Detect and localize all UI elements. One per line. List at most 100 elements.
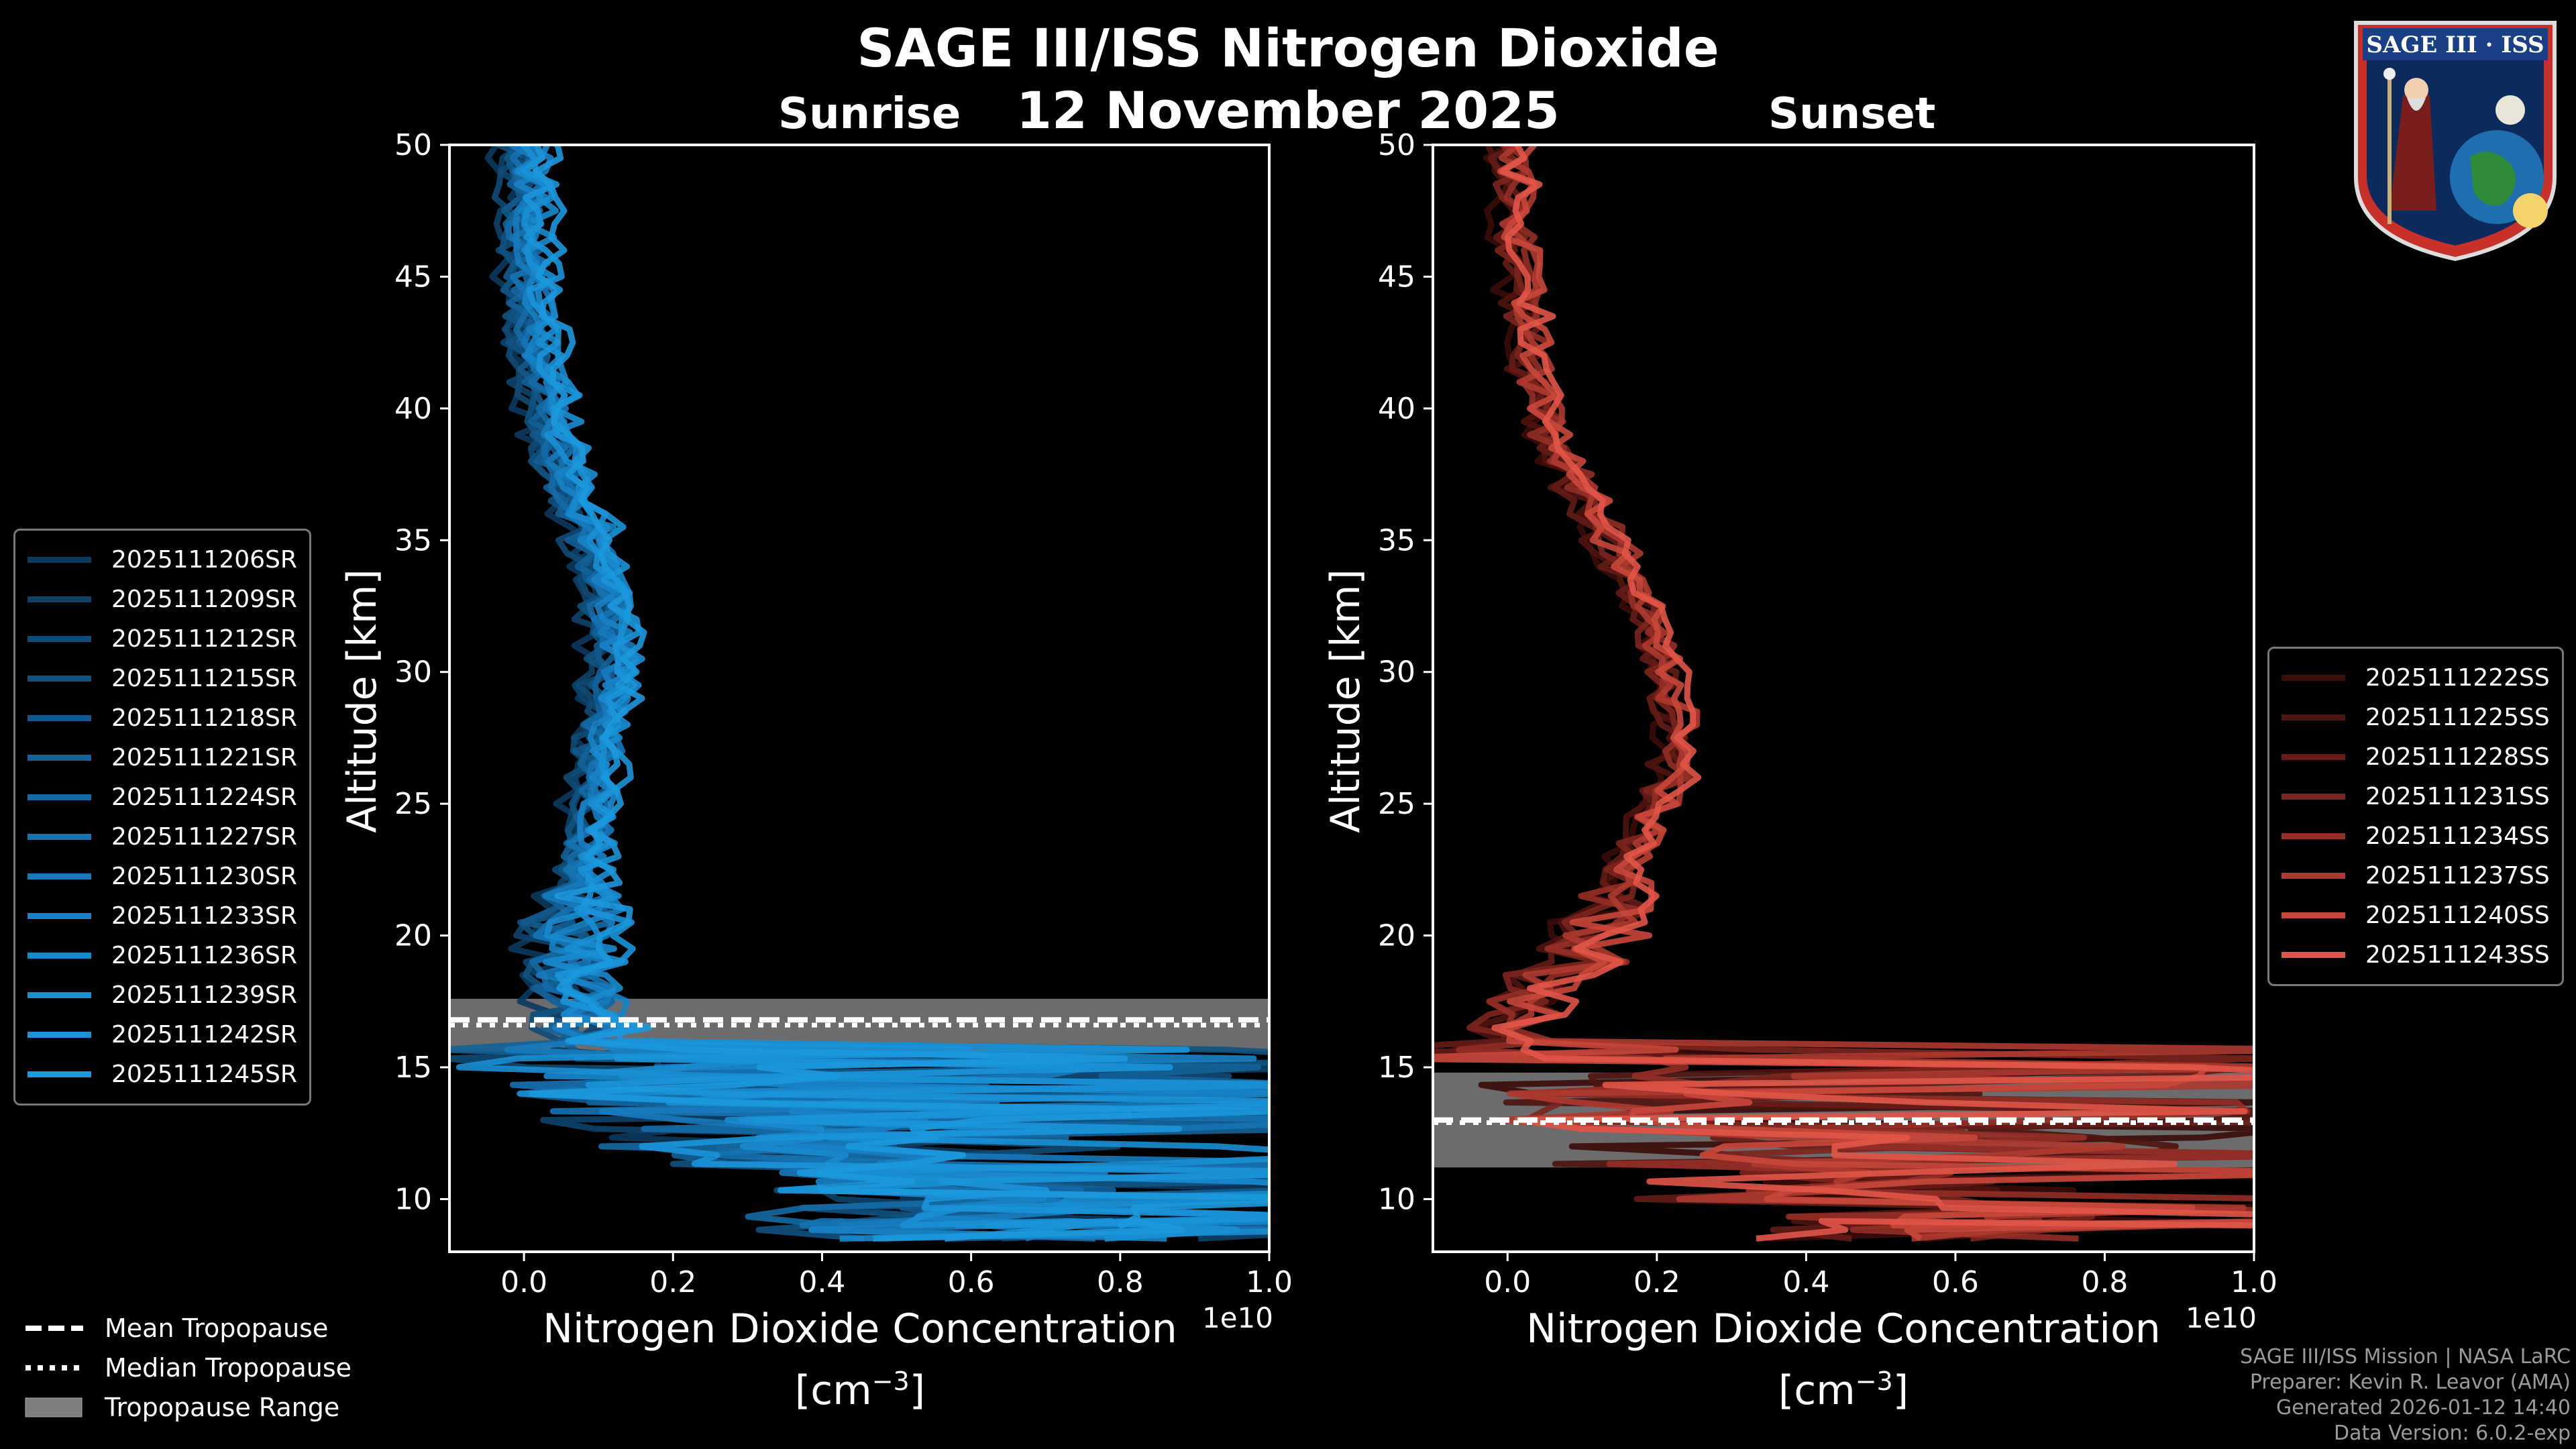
legend-swatch: [28, 1071, 91, 1077]
legend-label: 2025111230SR: [111, 863, 297, 890]
figure-date: 12 November 2025: [1016, 80, 1560, 140]
legend-entry: 2025111224SR: [28, 777, 297, 817]
y-tick-label: 35: [1378, 523, 1415, 557]
x-tick-label: 0.2: [1633, 1265, 1680, 1299]
axes-frame: [448, 144, 1271, 1253]
legend-label: 2025111234SS: [2365, 822, 2550, 850]
x-tick-label: 0.4: [798, 1265, 845, 1299]
y-tick-label: 25: [394, 787, 432, 821]
legend-entry: 2025111245SR: [28, 1055, 297, 1094]
legend-swatch: [2282, 912, 2345, 918]
legend-entry: 2025111221SR: [28, 738, 297, 777]
legend-entry: 2025111228SS: [2282, 737, 2550, 777]
x-tick-label: 0.6: [1932, 1265, 1979, 1299]
legend-swatch: [28, 636, 91, 642]
dashed-line-icon: [25, 1325, 83, 1331]
sunrise-legend: 2025111206SR 2025111209SR 2025111212SR 2025…: [13, 529, 311, 1106]
legend-swatch: [28, 953, 91, 959]
sunset-x-offset: 1e10: [2186, 1301, 2257, 1334]
sage-iii-iss-logo: SAGE III · ISS: [2354, 21, 2557, 262]
legend-swatch: [28, 1032, 91, 1038]
y-tick-label: 15: [1378, 1051, 1415, 1085]
y-tick-label: 15: [394, 1051, 432, 1085]
x-tick-label: 0.2: [649, 1265, 696, 1299]
legend-swatch: [28, 676, 91, 682]
legend-swatch: [28, 755, 91, 761]
legend-swatch: [2282, 714, 2345, 720]
sunrise-xlabel: Nitrogen Dioxide Concentration [cm−3]: [543, 1305, 1177, 1414]
x-tick-label: 0.6: [948, 1265, 995, 1299]
plot-area: [1433, 145, 2254, 1242]
legend-entry: 2025111231SS: [2282, 777, 2550, 816]
y-tick-label: 10: [394, 1182, 432, 1216]
legend-entry: 2025111212SR: [28, 619, 297, 659]
legend-median-tropopause: Median Tropopause: [24, 1348, 352, 1387]
legend-swatch: [2282, 675, 2345, 681]
legend-swatch: [28, 596, 91, 602]
legend-label: 2025111224SR: [111, 784, 297, 811]
dotted-line-icon: [25, 1364, 83, 1371]
footer-credits: SAGE III/ISS Mission | NASA LaRC Prepare…: [2240, 1345, 2571, 1445]
legend-label: 2025111233SR: [111, 902, 297, 930]
legend-swatch: [28, 873, 91, 879]
x-tick-label: 0.0: [1484, 1265, 1531, 1299]
legend-entry: 2025111237SS: [2282, 856, 2550, 896]
legend-label: 2025111231SS: [2365, 783, 2550, 810]
sunset-legend: 2025111222SS 2025111225SS 2025111228SS 2025…: [2267, 647, 2564, 986]
y-tick-label: 40: [394, 392, 432, 426]
x-tick-label: 0.8: [1097, 1265, 1144, 1299]
sunset-ylabel: Altitude [km]: [1322, 569, 1369, 833]
legend-swatch: [28, 913, 91, 919]
legend-entry: 2025111225SS: [2282, 698, 2550, 737]
legend-entry: 2025111233SR: [28, 896, 297, 936]
y-tick-label: 25: [1378, 787, 1415, 821]
profile-line-2025111243SS: [1491, 145, 2254, 1242]
range-patch-icon: [25, 1397, 83, 1417]
x-tick-label: 1.0: [1246, 1265, 1293, 1299]
legend-entry: 2025111243SS: [2282, 935, 2550, 975]
legend-swatch: [2282, 873, 2345, 879]
legend-swatch: [28, 715, 91, 721]
legend-label: 2025111225SS: [2365, 704, 2550, 731]
legend-label: 2025111236SR: [111, 942, 297, 969]
sunset-plot: 0.0 0.2 0.4 0.6 0.8 1.0 10 15 20 25 30 35 40 45 50: [1378, 128, 2277, 1299]
legend-swatch: [2282, 794, 2345, 800]
legend-label: 2025111237SS: [2365, 862, 2550, 890]
legend-label: 2025111242SR: [111, 1021, 297, 1049]
y-tick-label: 20: [394, 919, 432, 953]
axes-frame: [1432, 144, 2255, 1253]
legend-swatch: [28, 794, 91, 800]
tropopause-legend: Mean Tropopause Median Tropopause Tropop…: [24, 1308, 352, 1427]
legend-label: 2025111222SS: [2365, 664, 2550, 692]
legend-tropopause-range: Tropopause Range: [24, 1387, 352, 1427]
legend-label: 2025111239SR: [111, 981, 297, 1009]
legend-swatch: [2282, 952, 2345, 958]
legend-entry: 2025111236SR: [28, 936, 297, 975]
y-tick-label: 30: [394, 655, 432, 690]
legend-swatch: [2282, 754, 2345, 760]
legend-entry: 2025111234SS: [2282, 816, 2550, 856]
sunrise-ylabel: Altitude [km]: [339, 569, 386, 833]
legend-swatch: [2282, 833, 2345, 839]
y-tick-label: 45: [394, 260, 432, 294]
y-tick-label: 50: [394, 128, 432, 162]
sunset-title: Sunset: [1768, 89, 1936, 139]
legend-label: 2025111212SR: [111, 625, 297, 653]
legend-entry: 2025111240SS: [2282, 896, 2550, 935]
x-tick-label: 0.4: [1782, 1265, 1829, 1299]
legend-label: 2025111228SS: [2365, 743, 2550, 771]
legend-entry: 2025111227SR: [28, 817, 297, 857]
legend-swatch: [28, 992, 91, 998]
x-tick-label: 0.0: [500, 1265, 547, 1299]
profile-line-2025111234SS: [1456, 145, 2254, 1242]
sunrise-plot: 0.0 0.2 0.4 0.6 0.8 1.0 10 15 20 25 30 35 40 45 50: [394, 128, 1293, 1299]
legend-label: 2025111221SR: [111, 744, 297, 771]
y-tick-label: 45: [1378, 260, 1415, 294]
legend-label: 2025111209SR: [111, 586, 297, 613]
legend-swatch: [28, 557, 91, 563]
plot-area: [449, 145, 1269, 1242]
legend-label: 2025111245SR: [111, 1061, 297, 1088]
legend-swatch: [28, 834, 91, 840]
legend-label: 2025111206SR: [111, 546, 297, 574]
